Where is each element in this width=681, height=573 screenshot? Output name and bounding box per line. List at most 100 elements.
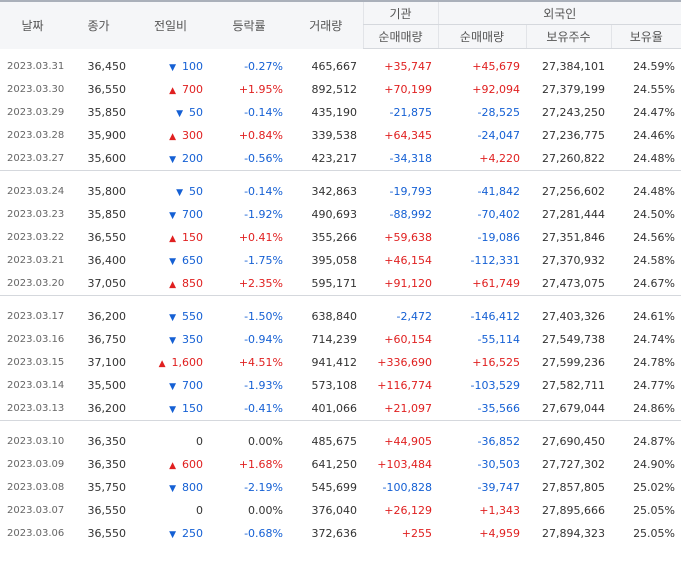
date-cell: 2023.03.15 <box>7 357 65 368</box>
rate-cell: 0.00% <box>248 435 283 448</box>
date-cell: 2023.03.29 <box>7 107 65 118</box>
change-cell: ▲ 600 <box>132 453 209 476</box>
group-separator <box>0 170 681 180</box>
change-value: 850 <box>182 277 203 290</box>
close-cell: 36,400 <box>87 254 127 267</box>
foreign-ratio-cell: 24.78% <box>633 356 676 369</box>
inst-net-cell: -88,992 <box>389 208 432 221</box>
rate-cell: 0.00% <box>248 504 283 517</box>
close-cell: 36,750 <box>87 333 127 346</box>
triangle-up-icon: ▲ <box>169 234 176 244</box>
date-cell: 2023.03.16 <box>7 334 65 345</box>
date-cell: 2023.03.21 <box>7 255 65 266</box>
change-cell: 0 <box>132 430 209 453</box>
foreign-hold-cell: 27,236,775 <box>542 129 605 142</box>
foreign-ratio-cell: 24.46% <box>633 129 676 142</box>
foreign-hold-cell: 27,582,711 <box>542 379 605 392</box>
triangle-down-icon: ▼ <box>169 405 176 415</box>
table-row: 2023.03.27 35,600 ▼ 200 -0.56% 423,217 -34,318… <box>0 147 681 171</box>
rate-cell: -1.93% <box>244 379 283 392</box>
header-inst-net: 순매매량 <box>362 24 438 49</box>
change-cell: ▲ 700 <box>132 78 209 101</box>
table-row: 2023.03.06 36,550 ▼ 250 -0.68% 372,636 +255 +4,… <box>0 522 681 545</box>
inst-net-cell: +60,154 <box>384 333 432 346</box>
change-value: 800 <box>182 481 203 494</box>
volume-cell: 339,538 <box>311 129 358 142</box>
inst-net-cell: -34,318 <box>389 152 432 165</box>
table-row: 2023.03.28 35,900 ▲ 300 +0.84% 339,538 +64,345… <box>0 124 681 147</box>
close-cell: 36,550 <box>87 527 127 540</box>
change-cell: ▼ 200 <box>132 147 209 171</box>
change-value: 700 <box>182 208 203 221</box>
inst-net-cell: +70,199 <box>384 83 432 96</box>
inst-net-cell: -2,472 <box>396 310 432 323</box>
table-row: 2023.03.20 37,050 ▲ 850 +2.35% 595,171 +91,120… <box>0 272 681 296</box>
date-cell: 2023.03.13 <box>7 403 65 414</box>
header-volume: 거래량 <box>289 0 363 49</box>
close-cell: 36,450 <box>87 60 127 73</box>
change-cell: ▼ 50 <box>132 101 209 124</box>
table-row: 2023.03.09 36,350 ▲ 600 +1.68% 641,250 +103,48… <box>0 453 681 476</box>
header-date: 날짜 <box>0 0 65 49</box>
change-cell: ▼ 550 <box>132 305 209 328</box>
foreign-ratio-cell: 24.86% <box>633 402 676 415</box>
foreign-net-cell: +92,094 <box>472 83 520 96</box>
close-cell: 35,850 <box>87 106 127 119</box>
rate-cell: -0.68% <box>244 527 283 540</box>
foreign-ratio-cell: 25.02% <box>633 481 676 494</box>
foreign-hold-cell: 27,243,250 <box>542 106 605 119</box>
change-cell: ▲ 1,600 <box>132 351 209 374</box>
header-institution: 기관 <box>362 0 438 25</box>
volume-cell: 401,066 <box>311 402 358 415</box>
date-cell: 2023.03.23 <box>7 209 65 220</box>
change-value: 650 <box>182 254 203 267</box>
close-cell: 36,550 <box>87 231 127 244</box>
foreign-ratio-cell: 24.50% <box>633 208 676 221</box>
volume-cell: 545,699 <box>311 481 358 494</box>
foreign-net-cell: -55,114 <box>477 333 520 346</box>
foreign-net-cell: -112,331 <box>470 254 520 267</box>
foreign-net-cell: -70,402 <box>477 208 520 221</box>
triangle-up-icon: ▲ <box>169 132 176 142</box>
change-value: 50 <box>189 106 203 119</box>
rate-cell: -0.14% <box>244 106 283 119</box>
volume-cell: 573,108 <box>311 379 358 392</box>
foreign-net-cell: -103,529 <box>470 379 520 392</box>
change-cell: ▼ 700 <box>132 374 209 397</box>
date-cell: 2023.03.20 <box>7 278 65 289</box>
table-row: 2023.03.08 35,750 ▼ 800 -2.19% 545,699 -100,82… <box>0 476 681 499</box>
rate-cell: +1.95% <box>238 83 283 96</box>
close-cell: 36,350 <box>87 435 127 448</box>
rate-cell: -0.56% <box>244 152 283 165</box>
foreign-net-cell: +4,959 <box>479 527 520 540</box>
triangle-up-icon: ▲ <box>169 461 176 471</box>
table-row: 2023.03.15 37,100 ▲ 1,600 +4.51% 941,412 +336,… <box>0 351 681 374</box>
inst-net-cell: +91,120 <box>384 277 432 290</box>
rate-cell: -1.75% <box>244 254 283 267</box>
date-cell: 2023.03.08 <box>7 482 65 493</box>
date-cell: 2023.03.06 <box>7 528 65 539</box>
foreign-hold-cell: 27,379,199 <box>542 83 605 96</box>
inst-net-cell: +59,638 <box>384 231 432 244</box>
header-close: 종가 <box>65 0 132 49</box>
foreign-ratio-cell: 24.61% <box>633 310 676 323</box>
rate-cell: +0.84% <box>238 129 283 142</box>
triangle-down-icon: ▼ <box>169 382 176 392</box>
triangle-up-icon: ▲ <box>158 359 166 369</box>
triangle-up-icon: ▲ <box>169 86 176 96</box>
separator-cell <box>0 420 681 430</box>
foreign-ratio-cell: 24.90% <box>633 458 676 471</box>
volume-cell: 465,667 <box>311 60 358 73</box>
change-cell: ▼ 50 <box>132 180 209 203</box>
rate-cell: +1.68% <box>238 458 283 471</box>
change-cell: ▼ 350 <box>132 328 209 351</box>
header-rate: 등락률 <box>209 0 289 49</box>
date-cell: 2023.03.14 <box>7 380 65 391</box>
volume-cell: 395,058 <box>311 254 358 267</box>
change-value: 0 <box>196 435 203 448</box>
close-cell: 35,500 <box>87 379 127 392</box>
foreign-net-cell: -146,412 <box>470 310 520 323</box>
change-cell: ▼ 700 <box>132 203 209 226</box>
foreign-hold-cell: 27,895,666 <box>542 504 605 517</box>
header-foreign-ratio: 보유율 <box>610 24 681 49</box>
